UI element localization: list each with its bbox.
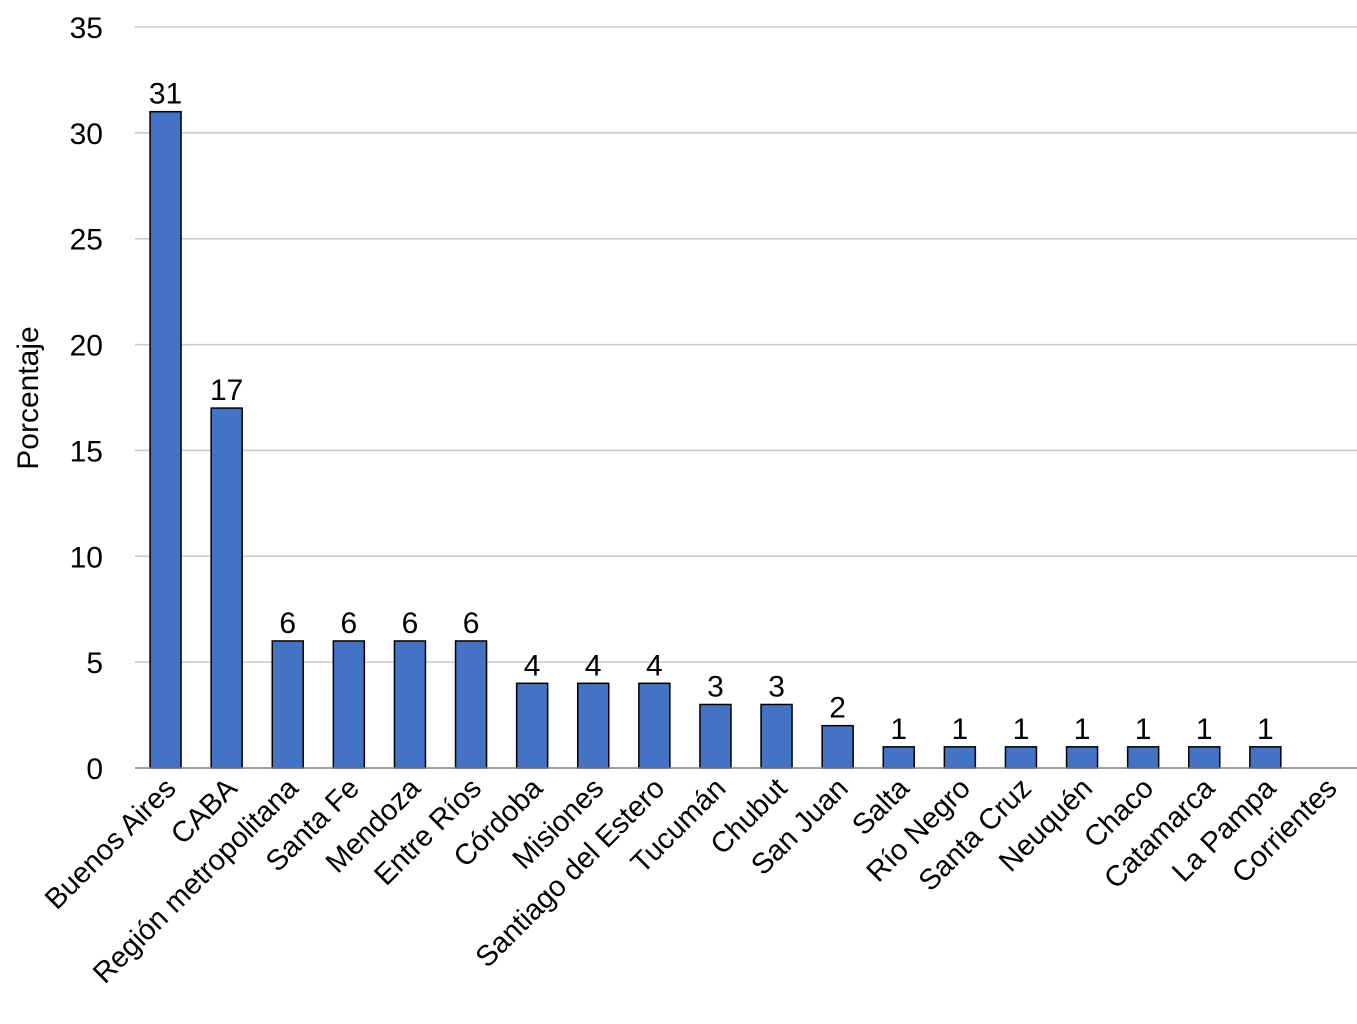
data-label: 3 bbox=[707, 670, 724, 703]
gridlines bbox=[135, 26, 1357, 663]
data-labels: 31 17 6 6 6 6 4 4 4 3 3 2 1 1 1 1 1 1 1 bbox=[149, 78, 1274, 746]
y-tick-label: 10 bbox=[70, 541, 103, 574]
data-label: 1 bbox=[1257, 713, 1274, 746]
data-label: 2 bbox=[829, 692, 846, 725]
data-label: 4 bbox=[585, 649, 602, 682]
bar bbox=[821, 724, 854, 769]
bar bbox=[271, 640, 304, 769]
data-label: 1 bbox=[1196, 713, 1213, 746]
bar bbox=[332, 640, 366, 769]
bar bbox=[882, 746, 915, 769]
data-label: 1 bbox=[1135, 713, 1152, 746]
y-axis-title: Porcentaje bbox=[12, 326, 45, 469]
data-label: 6 bbox=[341, 607, 358, 640]
y-tick-label: 25 bbox=[70, 224, 103, 257]
y-tick-label: 20 bbox=[70, 330, 103, 363]
data-label: 17 bbox=[210, 374, 243, 407]
bar bbox=[699, 703, 732, 769]
y-tick-label: 30 bbox=[70, 118, 103, 151]
data-label: 6 bbox=[279, 607, 296, 640]
bar bbox=[1126, 746, 1160, 769]
bar bbox=[1188, 746, 1221, 769]
bar bbox=[760, 703, 793, 769]
data-label: 3 bbox=[768, 670, 785, 703]
y-tick-label: 35 bbox=[70, 12, 103, 45]
data-label: 31 bbox=[149, 78, 182, 111]
y-axis-ticks: 0 5 10 15 20 25 30 35 bbox=[70, 12, 103, 786]
data-label: 6 bbox=[463, 607, 480, 640]
data-label: 1 bbox=[1074, 713, 1091, 746]
bar bbox=[454, 640, 488, 769]
bar bbox=[1065, 746, 1099, 769]
bar bbox=[210, 407, 243, 769]
bar bbox=[943, 746, 977, 769]
data-label: 4 bbox=[646, 649, 663, 682]
bar bbox=[638, 682, 671, 769]
bar bbox=[1249, 746, 1282, 769]
y-tick-label: 0 bbox=[86, 753, 103, 786]
bar bbox=[149, 110, 182, 769]
y-tick-label: 15 bbox=[70, 435, 103, 468]
data-label: 4 bbox=[524, 649, 541, 682]
data-label: 1 bbox=[890, 713, 907, 746]
data-label: 6 bbox=[402, 607, 419, 640]
bar bbox=[577, 682, 610, 769]
bar bbox=[515, 682, 549, 769]
bar bbox=[393, 640, 427, 769]
bar bbox=[1004, 746, 1038, 769]
data-label: 1 bbox=[1013, 713, 1030, 746]
y-tick-label: 5 bbox=[86, 647, 103, 680]
data-label: 1 bbox=[952, 713, 969, 746]
